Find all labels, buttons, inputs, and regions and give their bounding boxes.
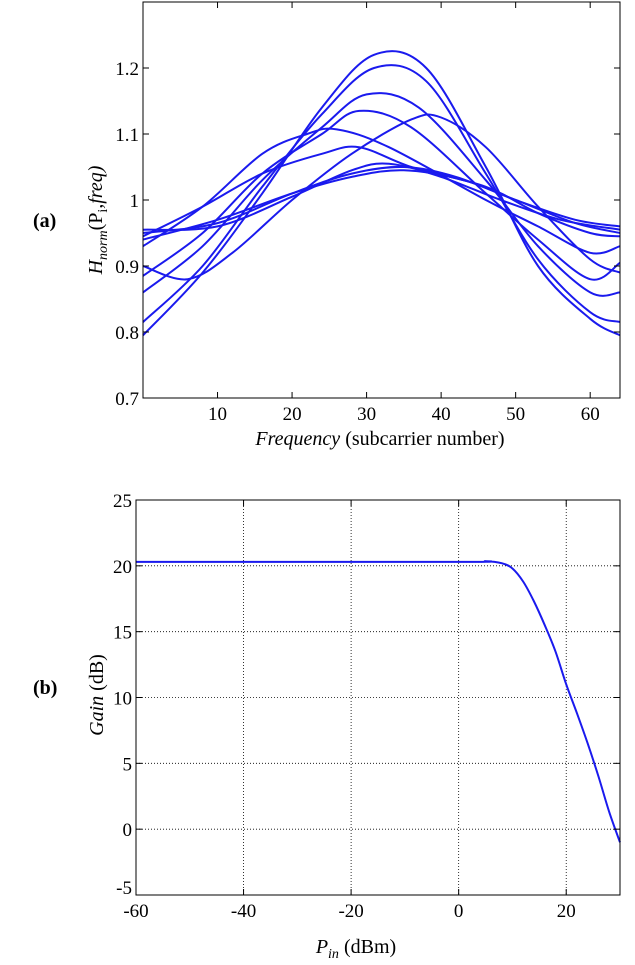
chart-a-y-axis-label: Hnorm(Pi,freq) (85, 165, 111, 275)
chart-a-ticks: 10 20 30 40 50 60 0.7 0.8 0.9 1 1.1 1.2 (115, 2, 620, 425)
chart-a-x-tick-label: 40 (432, 404, 451, 425)
chart-a-series (142, 50, 621, 337)
chart-a-y-tick-label: 1.2 (115, 59, 139, 80)
chart-a-x-axis-label: Frequency (subcarrier number) (254, 428, 504, 450)
chart-a-series-line-10 (142, 169, 621, 241)
chart-a-y-tick-label: 1 (130, 191, 140, 212)
chart-b-x-tick-label: -40 (231, 901, 256, 922)
chart-a-series-line-9 (142, 165, 621, 234)
chart-b-x-tick-label: -20 (338, 901, 363, 922)
chart-a-series-line-6 (142, 113, 621, 281)
chart-a-series-line-3 (142, 92, 621, 297)
chart-a-series-line-8 (142, 162, 621, 231)
chart-b-y-axis-label: Gain (dB) (86, 654, 108, 736)
chart-a-x-tick-label: 60 (581, 404, 600, 425)
chart-a-series-line-2 (142, 64, 621, 324)
chart-a-y-tick-label: 0.7 (115, 389, 139, 410)
chart-a-y-tick-label: 1.1 (115, 125, 139, 146)
chart-a-x-tick-label: 50 (506, 404, 525, 425)
chart-a-x-tick-label: 30 (357, 404, 376, 425)
chart-b-y-tick-label: 10 (113, 689, 132, 710)
chart-b-y-tick-label: 0 (123, 820, 133, 841)
chart-a-x-tick-label: 20 (283, 404, 302, 425)
chart-b-y-tick-label: -5 (116, 878, 132, 899)
chart-a-series-line-7 (142, 145, 621, 238)
chart-b: (b) -60 -40 -20 0 20 -5 0 5 10 15 20 25 Gain (dB) P… (33, 491, 621, 962)
chart-b-grid (136, 500, 620, 895)
chart-b-x-tick-label: -60 (123, 901, 148, 922)
chart-b-series (135, 560, 621, 843)
chart-a: (a) 10 20 30 40 50 60 0.7 0.8 0.9 1 1.1 1.2 Hnorm(P… (33, 1, 621, 450)
chart-b-y-tick-label: 25 (113, 491, 132, 512)
panel-label-a: (a) (33, 210, 56, 232)
chart-b-x-tick-label: 20 (557, 901, 576, 922)
chart-b-x-tick-label: 0 (454, 901, 464, 922)
chart-a-x-tick-label: 10 (208, 404, 227, 425)
chart-a-series-line-4 (142, 109, 621, 281)
chart-b-y-tick-label: 15 (113, 623, 132, 644)
chart-b-series-line-1 (135, 560, 621, 843)
chart-b-y-tick-label: 5 (123, 754, 133, 775)
chart-b-ticks: -60 -40 -20 0 20 -5 0 5 10 15 20 25 (113, 491, 620, 922)
chart-a-series-line-5 (142, 127, 621, 255)
chart-a-y-tick-label: 0.9 (115, 257, 139, 278)
chart-b-x-axis-label: Pin (dBm) (315, 936, 396, 962)
chart-b-y-tick-label: 20 (113, 557, 132, 578)
chart-a-y-tick-label: 0.8 (115, 323, 139, 344)
panel-label-b: (b) (33, 677, 57, 699)
chart-a-series-line-1 (142, 50, 621, 337)
